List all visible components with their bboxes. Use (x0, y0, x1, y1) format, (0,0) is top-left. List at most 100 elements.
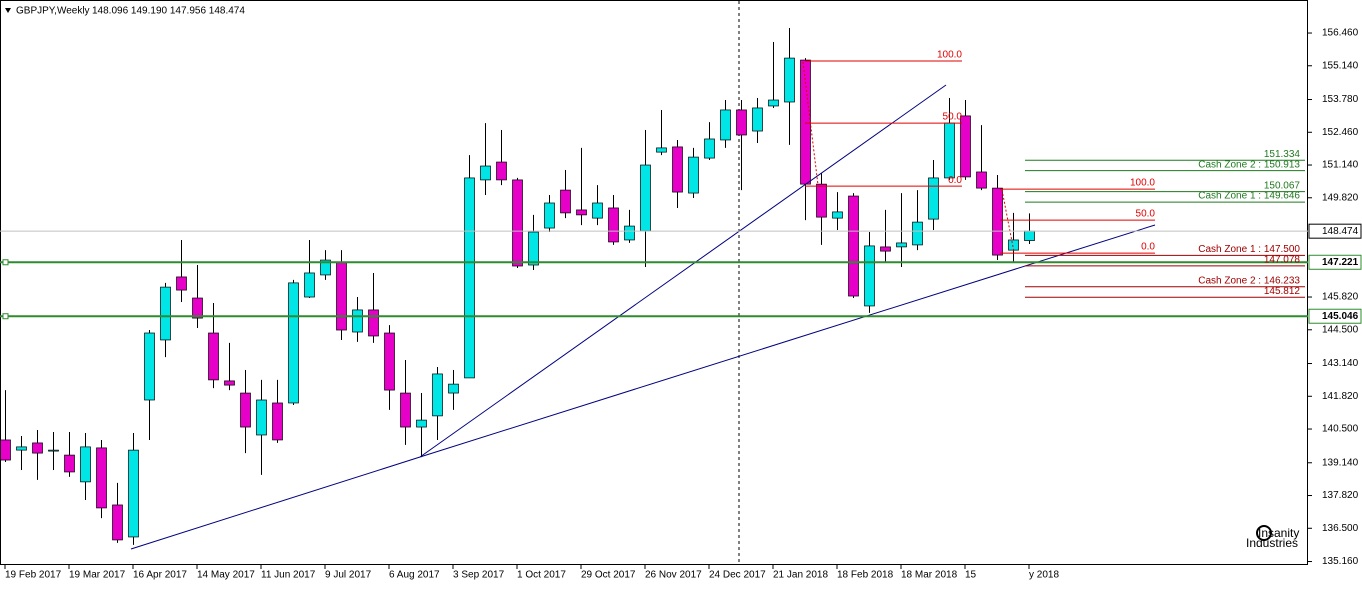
candle-body (336, 261, 347, 331)
price-box-label: 148.474 (1322, 226, 1359, 237)
chart-title: GBPJPY,Weekly (16, 6, 90, 17)
candle-body (896, 242, 907, 248)
y-tick-label: 145.820 (1322, 292, 1359, 303)
candle-body (736, 109, 747, 136)
y-tick-label: 143.140 (1322, 358, 1359, 369)
candle-body (288, 282, 299, 404)
candle-body (1008, 239, 1019, 251)
price-line-handle (2, 259, 9, 266)
x-tick-label: 16 Apr 2017 (133, 570, 187, 581)
zone-label: 150.067 (1264, 180, 1301, 191)
fib-label: 0.0 (1141, 242, 1155, 253)
x-tick-label: 9 Jul 2017 (325, 570, 372, 581)
logo-text: Industries (1246, 536, 1298, 550)
x-tick-label: 14 May 2017 (197, 570, 255, 581)
y-tick-label: 155.140 (1322, 60, 1359, 71)
candle-body (672, 146, 683, 193)
price-box (1308, 223, 1362, 239)
candle-body (48, 449, 59, 452)
candle-body (448, 383, 459, 394)
x-tick-label: 18 Feb 2018 (837, 570, 894, 581)
candle-body (960, 115, 971, 178)
candle-body (80, 446, 91, 483)
candle-body (256, 399, 267, 436)
x-tick-label: 19 Mar 2017 (69, 570, 126, 581)
candle-body (144, 332, 155, 401)
zone-label: 151.334 (1264, 149, 1301, 160)
candle-body (320, 259, 331, 276)
y-tick-label: 136.500 (1322, 523, 1359, 534)
fib-label: 50.0 (943, 112, 963, 123)
zone-label: 147.078 (1264, 254, 1301, 265)
fib-label: 100.0 (937, 50, 962, 61)
candle-body (400, 392, 411, 428)
plot-frame (0, 0, 1308, 565)
candle-body (944, 122, 955, 179)
y-tick-label: 140.500 (1322, 424, 1359, 435)
price-box-label: 145.046 (1322, 311, 1359, 322)
candle-body (640, 164, 651, 232)
zone-label: Cash Zone 2 : 146.233 (1198, 275, 1300, 286)
fib-label: 0.0 (948, 175, 962, 186)
x-tick-label: y 2018 (1029, 570, 1059, 581)
zone-label: Cash Zone 1 : 149.646 (1198, 191, 1300, 202)
candle-body (768, 99, 779, 107)
x-tick-label: 18 Mar 2018 (901, 570, 958, 581)
candle-body (576, 209, 587, 216)
candle-body (864, 245, 875, 307)
candle-body (976, 171, 987, 189)
candle-body (1024, 230, 1035, 241)
candle-body (0, 439, 11, 461)
zone-label: Cash Zone 2 : 150.913 (1198, 159, 1300, 170)
candle-body (656, 147, 667, 153)
y-tick-label: 139.140 (1322, 457, 1359, 468)
x-tick-label: 1 Oct 2017 (517, 570, 566, 581)
candle-body (384, 332, 395, 391)
zone-label: 145.812 (1264, 286, 1301, 297)
x-tick-label: 15 (965, 570, 977, 581)
candle-body (992, 187, 1003, 256)
candle-body (192, 297, 203, 319)
candle-body (96, 447, 107, 509)
candle-body (848, 195, 859, 297)
trendline (130, 456, 421, 550)
price-box (1308, 308, 1362, 324)
candle-body (480, 165, 491, 181)
y-tick-label: 144.500 (1322, 324, 1359, 335)
candle-body (832, 211, 843, 219)
candle-body (704, 138, 715, 159)
trendline (419, 84, 947, 458)
candle-body (928, 177, 939, 220)
candle-body (176, 276, 187, 291)
fib-label: 50.0 (1136, 209, 1156, 220)
logo: Insanity Industries (1246, 525, 1299, 550)
y-tick-label: 156.460 (1322, 28, 1359, 39)
candle-body (208, 332, 219, 381)
y-tick-label: 152.460 (1322, 127, 1359, 138)
candle-body (64, 454, 75, 473)
candle-body (240, 392, 251, 428)
candle-body (368, 309, 379, 337)
price-line-handle (2, 313, 9, 320)
marks (0, 28, 1035, 545)
x-tick-label: 24 Dec 2017 (709, 570, 766, 581)
candle-body (160, 286, 171, 341)
candle-body (416, 419, 427, 428)
candle-body (224, 380, 235, 386)
y-tick-label: 151.140 (1322, 160, 1359, 171)
candle-body (352, 309, 363, 333)
candle-body (496, 161, 507, 181)
candle-body (112, 504, 123, 541)
fib-diagonal (1001, 189, 1015, 253)
candle-body (464, 177, 475, 379)
trendline (419, 224, 1156, 458)
x-tick-label: 3 Sep 2017 (453, 570, 505, 581)
candle-body (432, 373, 443, 417)
candle-body (720, 109, 731, 141)
fib-label: 100.0 (1130, 178, 1155, 189)
candle-body (752, 107, 763, 132)
logo-icon (1256, 525, 1272, 541)
candle-body (16, 446, 27, 451)
candle-body (784, 57, 795, 103)
